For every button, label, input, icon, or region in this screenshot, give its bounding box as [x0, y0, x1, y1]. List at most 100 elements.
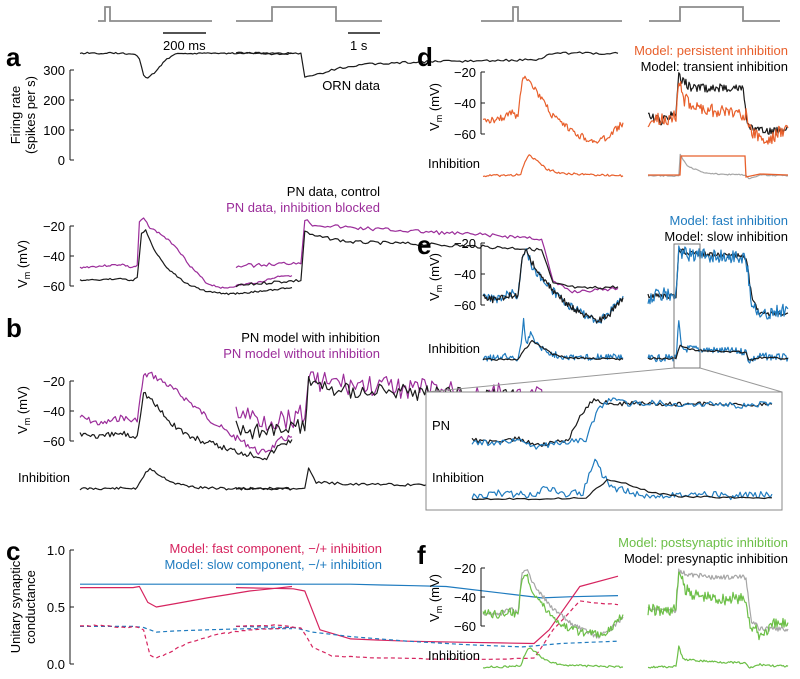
vm-f-tick-minus20: −20 — [454, 561, 476, 576]
stimulus-trace-d-long — [649, 6, 780, 22]
svg-text:Vm (mV): Vm (mV) — [427, 253, 444, 301]
vm-a-tick-minus20: −20 — [43, 219, 65, 234]
vm-d-tick-minus40: −40 — [454, 96, 476, 111]
legend-pn-data-control: PN data, control — [287, 184, 380, 199]
vm-b-tick-minus20: −20 — [43, 374, 65, 389]
vm-ylabel-b: Vm (mV) — [15, 386, 32, 434]
conductance-tick-0-5: 0.5 — [47, 600, 65, 615]
trace-pn-model-without-inhibition-brief — [79, 371, 293, 455]
svg-text:Vm (mV): Vm (mV) — [15, 240, 32, 288]
trace-pn-data-control-brief — [79, 229, 293, 296]
conductance-tick-0: 0.0 — [47, 657, 65, 672]
vm-e-tick-minus20: −20 — [454, 236, 476, 251]
vm-b-tick-minus60: −60 — [43, 434, 65, 449]
trace-inhibition-f-long — [647, 645, 789, 669]
zoom-connector-right — [699, 367, 783, 393]
inset-panel — [425, 391, 783, 511]
trace-inhibition-d-long-persistent — [648, 155, 789, 178]
trace-inhibition-b-brief — [79, 467, 293, 491]
inhibition-label-b: Inhibition — [18, 470, 70, 485]
conductance-axis: 1.0 0.5 0.0 — [47, 543, 74, 672]
vm-axis-d: −20 −40 −60 — [454, 65, 485, 142]
vm-e-tick-minus40: −40 — [454, 267, 476, 282]
conductance-tick-1: 1.0 — [47, 543, 65, 558]
svg-text:Vm (mV): Vm (mV) — [15, 386, 32, 434]
vm-d-tick-minus60: −60 — [454, 127, 476, 142]
panel-label-e: e — [417, 230, 431, 260]
trace-orn-long — [235, 51, 619, 78]
firing-tick-300: 300 — [43, 63, 65, 78]
vm-e-tick-minus60: −60 — [454, 298, 476, 313]
trace-inset-pn-fast — [471, 397, 773, 450]
trace-persistent-inhibition-long-vm — [647, 81, 789, 145]
trace-inhibition-e-long-fast — [647, 320, 789, 364]
firing-tick-200: 200 — [43, 93, 65, 108]
legend-fast-component: Model: fast component, −/+ inhibition — [170, 541, 382, 556]
panel-label-c: c — [6, 536, 20, 566]
vm-ylabel-d: Vm (mV) — [427, 83, 444, 131]
vm-d-tick-minus20: −20 — [454, 65, 476, 80]
inhibition-label-f: Inhibition — [428, 648, 480, 663]
zoom-connector-left — [425, 367, 675, 393]
panel-label-a: a — [6, 42, 21, 72]
vm-axis-f: −20 −40 −60 — [454, 561, 485, 634]
legend-pn-model-without-inhibition: PN model without inhibition — [223, 346, 380, 361]
inhibition-label-d: Inhibition — [428, 156, 480, 171]
legend-fast-inhibition: Model: fast inhibition — [669, 213, 788, 228]
panel-label-d: d — [417, 42, 433, 72]
stimulus-trace-a-long — [236, 6, 382, 22]
trace-orn-brief — [79, 51, 293, 79]
trace-pn-data-control-long — [235, 230, 619, 290]
trace-fast-inhibition-brief-vm — [482, 248, 624, 324]
trace-pn-data-inhibition-blocked-brief — [79, 217, 293, 289]
vm-axis-e: −20 −40 −60 — [454, 236, 485, 313]
legend-slow-component: Model: slow component, −/+ inhibition — [164, 557, 382, 572]
vm-f-tick-minus60: −60 — [454, 619, 476, 634]
trace-slow-minus-inhibition-long — [236, 583, 619, 599]
panel-label-f: f — [417, 540, 426, 570]
vm-ylabel-f: Vm (mV) — [427, 574, 444, 622]
inset-inhibition-label: Inhibition — [432, 470, 484, 485]
trace-pn-model-with-inhibition-brief — [79, 391, 293, 461]
trace-fast-plus-inhibition-brief — [80, 624, 293, 659]
scale-bar-200ms-label: 200 ms — [163, 38, 206, 53]
trace-inset-inhibition-slow — [471, 479, 773, 501]
legend-pn-model-with-inhibition: PN model with inhibition — [241, 330, 380, 345]
trace-fast-minus-inhibition-long — [235, 575, 619, 645]
trace-slow-inhibition-brief-vm — [482, 248, 624, 324]
vm-ylabel-a: Vm (mV) — [15, 240, 32, 288]
vm-b-tick-minus40: −40 — [43, 404, 65, 419]
trace-persistent-inhibition-brief — [482, 75, 624, 144]
svg-text:Vm (mV): Vm (mV) — [427, 574, 444, 622]
legend-postsynaptic-inhibition: Model: postsynaptic inhibition — [618, 535, 788, 550]
vm-axis-a: −20 −40 −60 — [43, 219, 74, 294]
panel-label-b: b — [6, 313, 22, 343]
trace-inhibition-d-brief — [482, 154, 624, 178]
trace-inhibition-e-long-slow — [647, 344, 788, 361]
stimulus-trace-d-brief — [481, 6, 622, 22]
legend-pn-data-inhibition-blocked: PN data, inhibition blocked — [226, 200, 380, 215]
legend-persistent-inhibition: Model: persistent inhibition — [634, 43, 788, 58]
firing-rate-ylabel-line2: (spikes per s) — [23, 76, 38, 154]
inhibition-label-e: Inhibition — [428, 341, 480, 356]
firing-tick-0: 0 — [58, 153, 65, 168]
firing-rate-axis: 300 200 100 0 — [43, 63, 74, 168]
trace-fast-plus-inhibition-long — [235, 600, 619, 661]
legend-orn-data: ORN data — [322, 78, 381, 93]
stimulus-markers — [98, 6, 780, 22]
legend-transient-inhibition: Model: transient inhibition — [641, 59, 788, 74]
trace-slow-plus-inhibition-long — [235, 625, 619, 648]
firing-tick-100: 100 — [43, 123, 65, 138]
trace-postsynaptic-inhibition-brief-vm — [482, 573, 624, 638]
inset-pn-label: PN — [432, 418, 450, 433]
trace-fast-minus-inhibition-brief — [80, 585, 293, 608]
legend-slow-inhibition: Model: slow inhibition — [664, 229, 788, 244]
trace-presynaptic-inhibition-long-vm — [647, 568, 789, 632]
conductance-ylabel-line1: Unitary synaptic — [8, 560, 23, 653]
trace-slow-plus-inhibition-brief — [80, 625, 292, 633]
trace-transient-inhibition-long-vm — [647, 72, 789, 136]
zoom-selection-box — [673, 243, 701, 369]
svg-text:Vm (mV): Vm (mV) — [427, 83, 444, 131]
scale-bar-1s-label: 1 s — [350, 38, 368, 53]
